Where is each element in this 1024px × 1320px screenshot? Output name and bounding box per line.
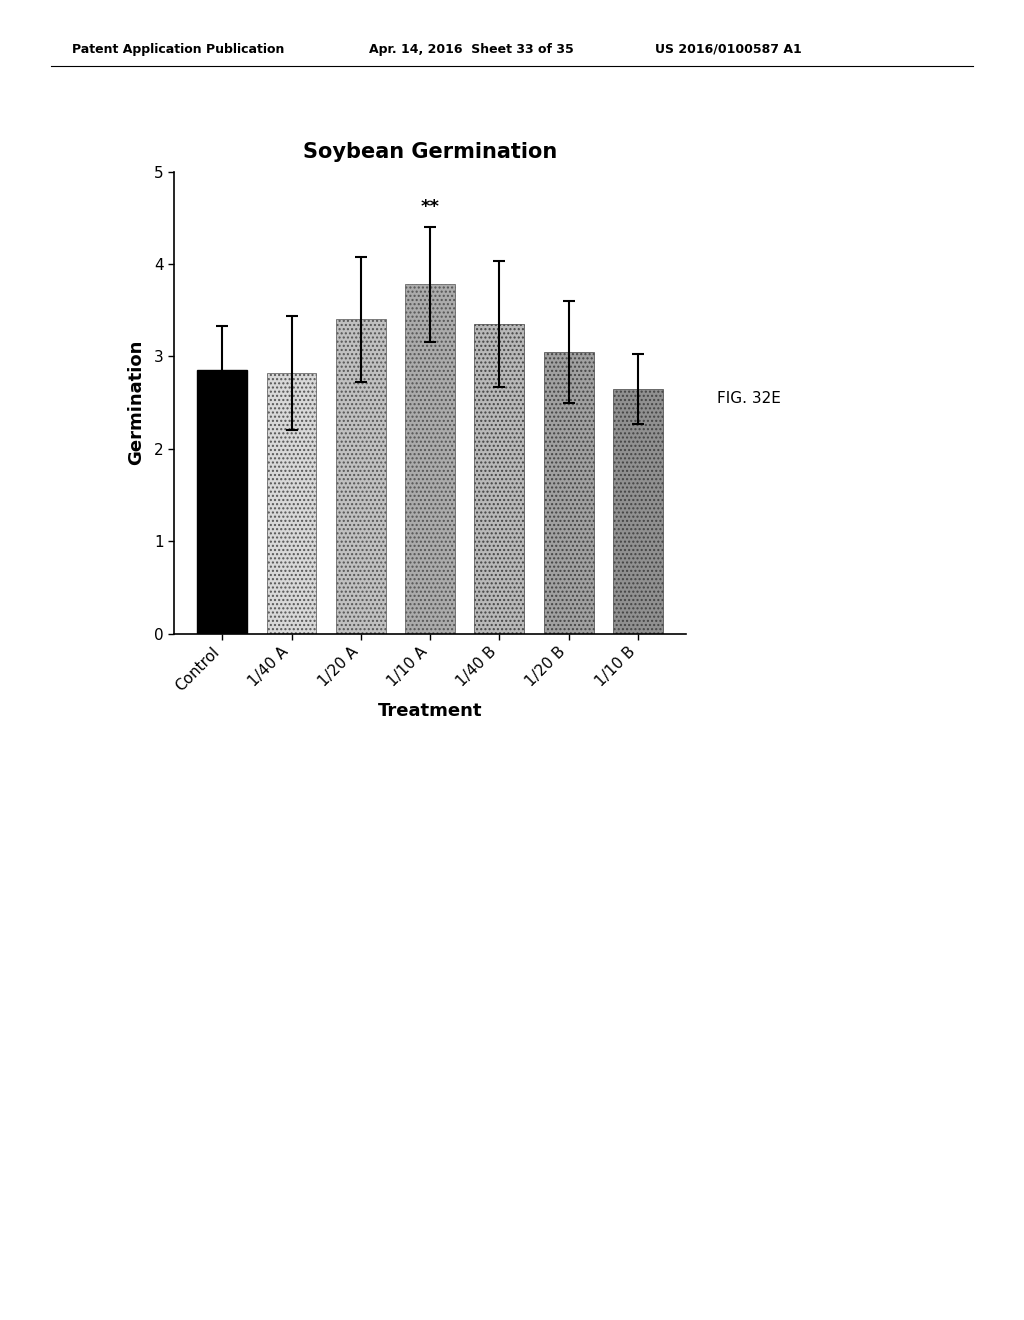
Bar bbox=[198, 370, 247, 634]
Text: US 2016/0100587 A1: US 2016/0100587 A1 bbox=[655, 42, 802, 55]
Title: Soybean Germination: Soybean Germination bbox=[303, 141, 557, 162]
Bar bbox=[406, 284, 455, 634]
Bar bbox=[474, 323, 524, 634]
Y-axis label: Germination: Germination bbox=[128, 341, 145, 465]
Text: **: ** bbox=[421, 198, 439, 216]
Text: Patent Application Publication: Patent Application Publication bbox=[72, 42, 284, 55]
X-axis label: Treatment: Treatment bbox=[378, 702, 482, 719]
Bar bbox=[613, 388, 663, 634]
Bar bbox=[266, 374, 316, 634]
Text: FIG. 32E: FIG. 32E bbox=[717, 391, 780, 405]
Bar bbox=[544, 351, 594, 634]
Bar bbox=[336, 319, 386, 634]
Text: Apr. 14, 2016  Sheet 33 of 35: Apr. 14, 2016 Sheet 33 of 35 bbox=[369, 42, 573, 55]
